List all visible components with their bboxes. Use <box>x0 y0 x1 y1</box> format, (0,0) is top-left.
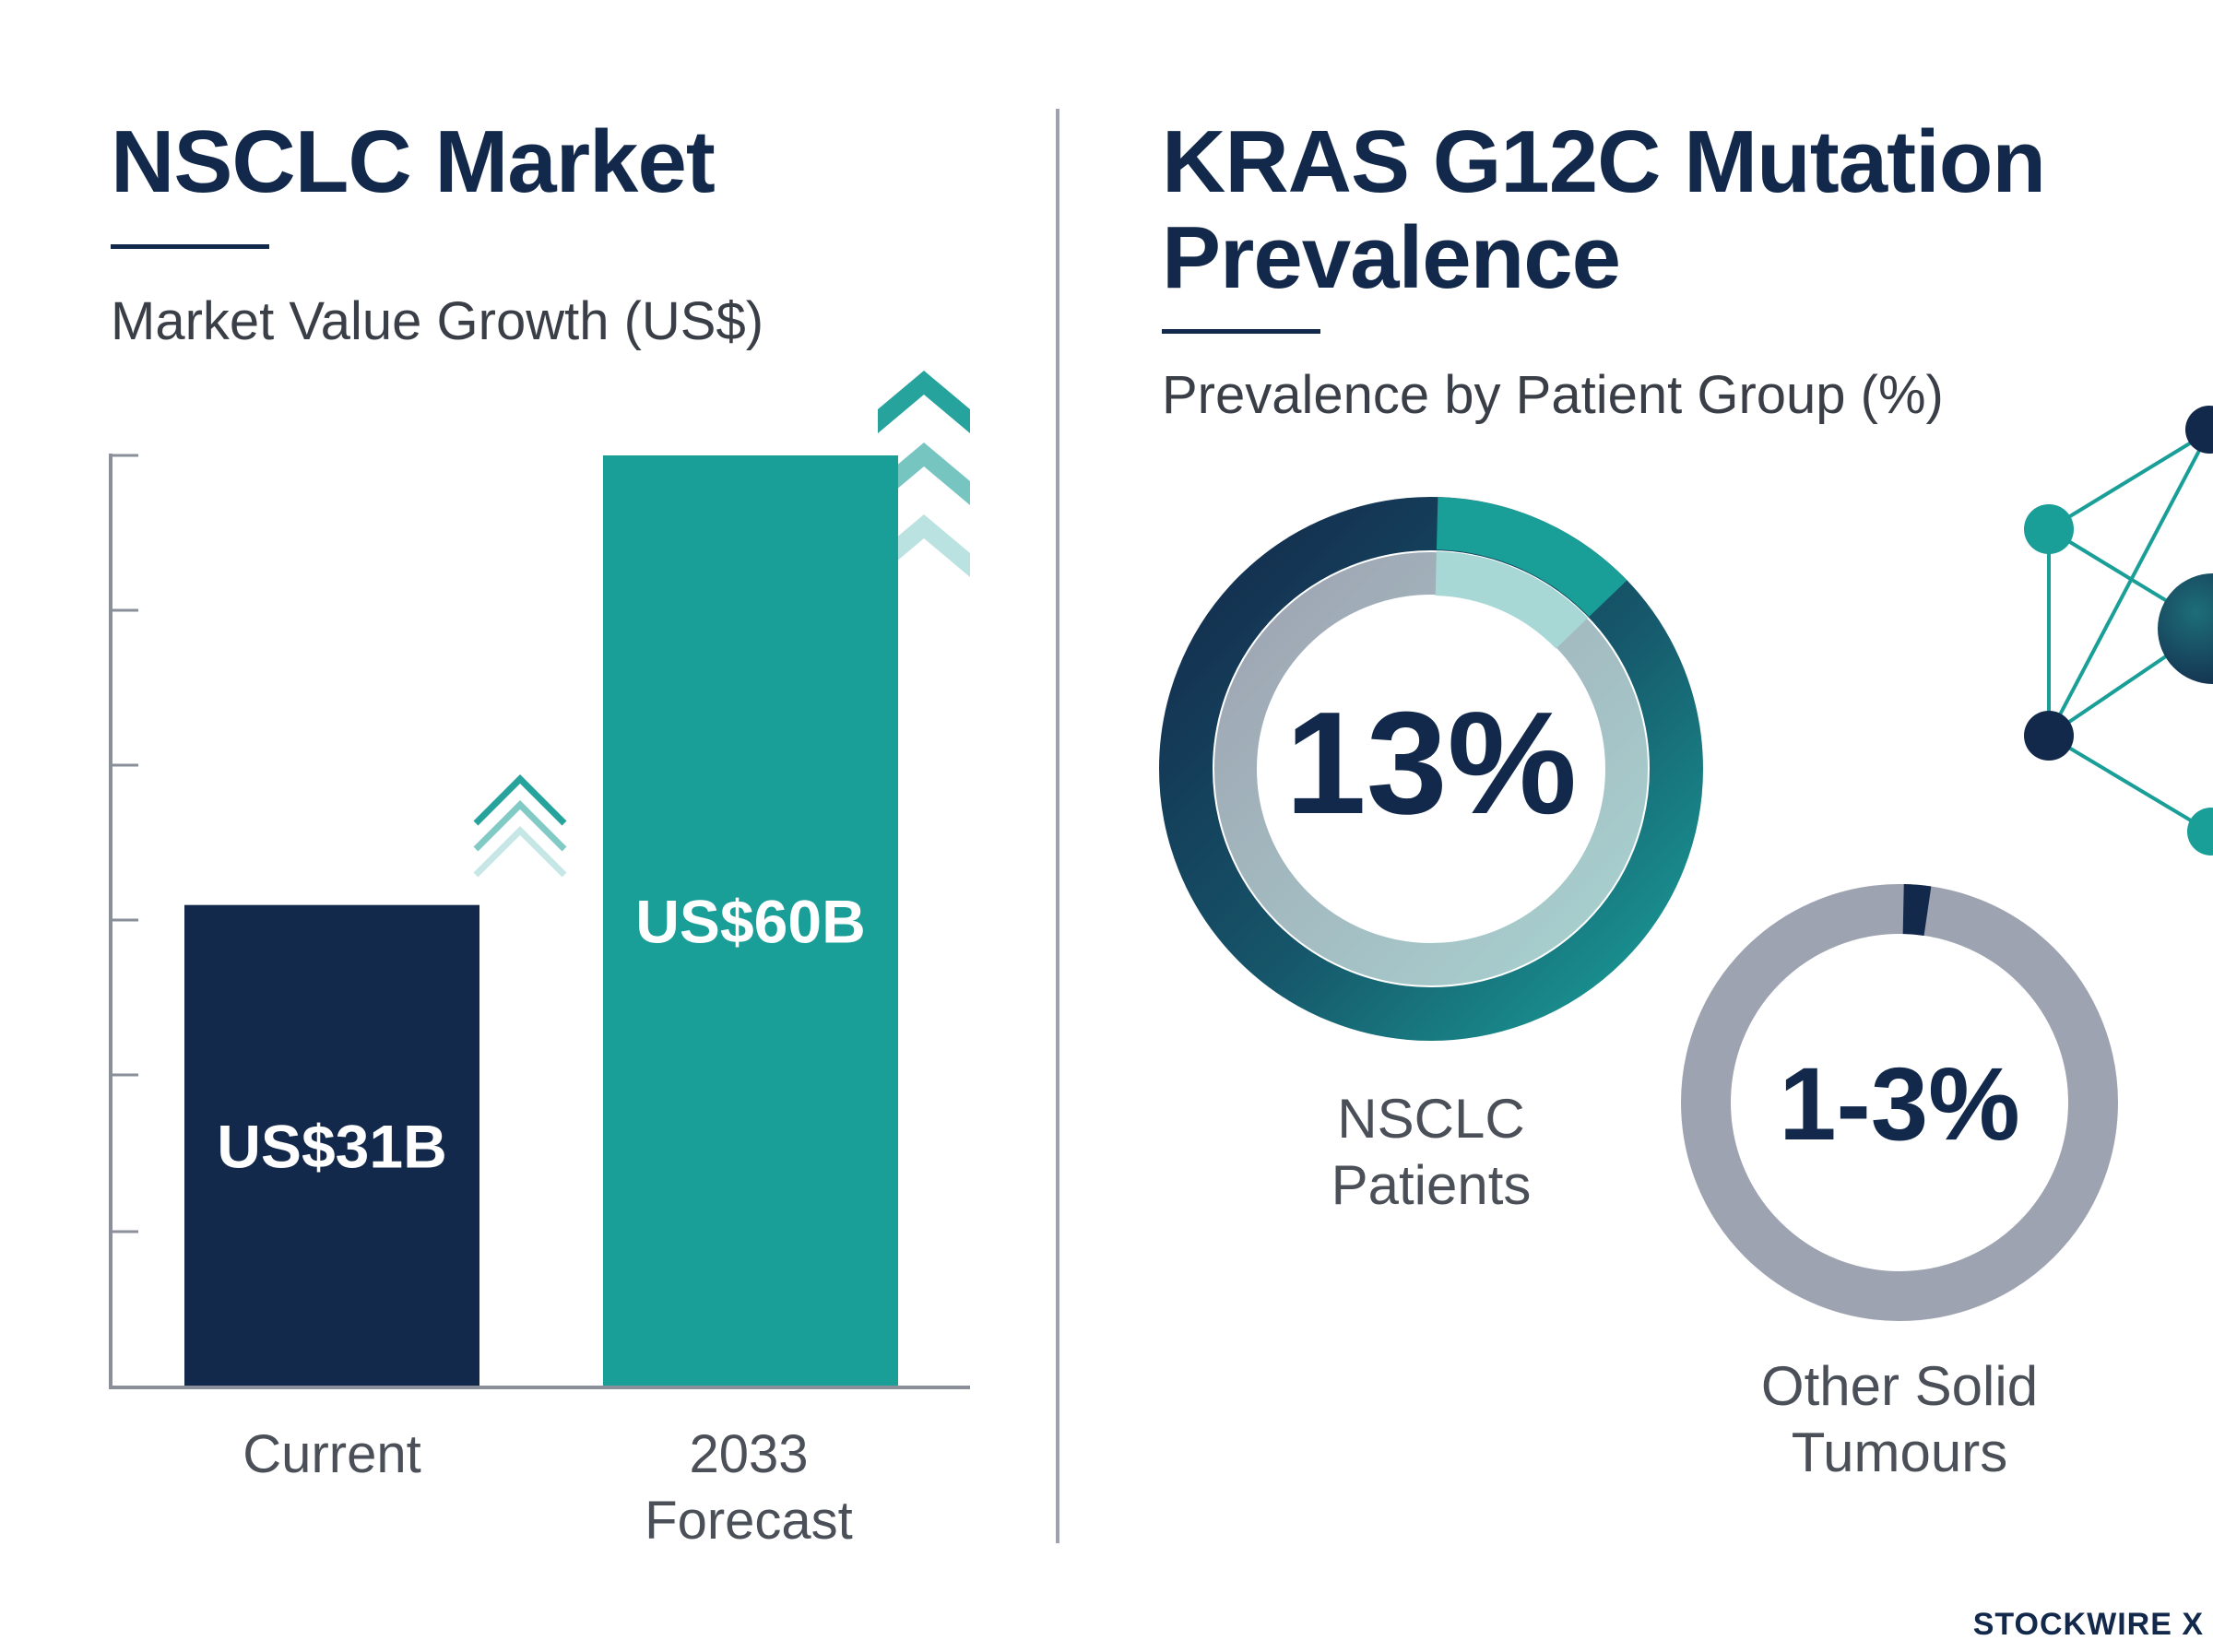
donut-other-tumours-segment <box>1902 884 1932 936</box>
bar-axis <box>109 454 970 1389</box>
donut-nsclc-label: NSCLC Patients <box>1331 1088 1532 1216</box>
donut-other-tumours <box>1681 884 2118 1321</box>
x-label-current: Current <box>243 1424 421 1484</box>
bar-value-label-2033-forecast: US$60B <box>635 888 865 956</box>
right-title-line1: KRAS G12C Mutation <box>1162 112 2046 211</box>
right-title-line2: Prevalence <box>1162 208 1621 307</box>
donut-nsclc-highlight-segment <box>1435 551 1589 649</box>
bar-current <box>184 904 479 1386</box>
right-subtitle: Prevalence by Patient Group (%) <box>1162 365 1944 425</box>
large-chevrons-icon <box>878 371 970 577</box>
donut-nsclc-outer-segment <box>1436 497 1627 617</box>
right-title-rule <box>1162 329 1320 334</box>
panel-divider <box>1056 109 1059 1543</box>
brand-logo: STOCKWIRE X <box>1972 1607 2204 1642</box>
left-title: NSCLC Market <box>111 112 716 211</box>
left-subtitle: Market Value Growth (US$) <box>111 291 764 351</box>
x-label-2033-forecast: 2033 Forecast <box>645 1424 853 1551</box>
bar-2033-forecast <box>603 455 898 1386</box>
donut-other-tumours-label: Other Solid Tumours <box>1760 1355 2039 1483</box>
donut-nsclc-value: 13% <box>1285 682 1577 844</box>
donut-other-tumours-value: 1-3% <box>1779 1046 2019 1162</box>
molecule-network-icon <box>2024 406 2213 856</box>
bar-value-label-current: US$31B <box>217 1112 446 1180</box>
left-title-rule <box>111 244 269 249</box>
donut-nsclc <box>1159 497 1703 1041</box>
small-chevrons-icon <box>473 774 567 878</box>
